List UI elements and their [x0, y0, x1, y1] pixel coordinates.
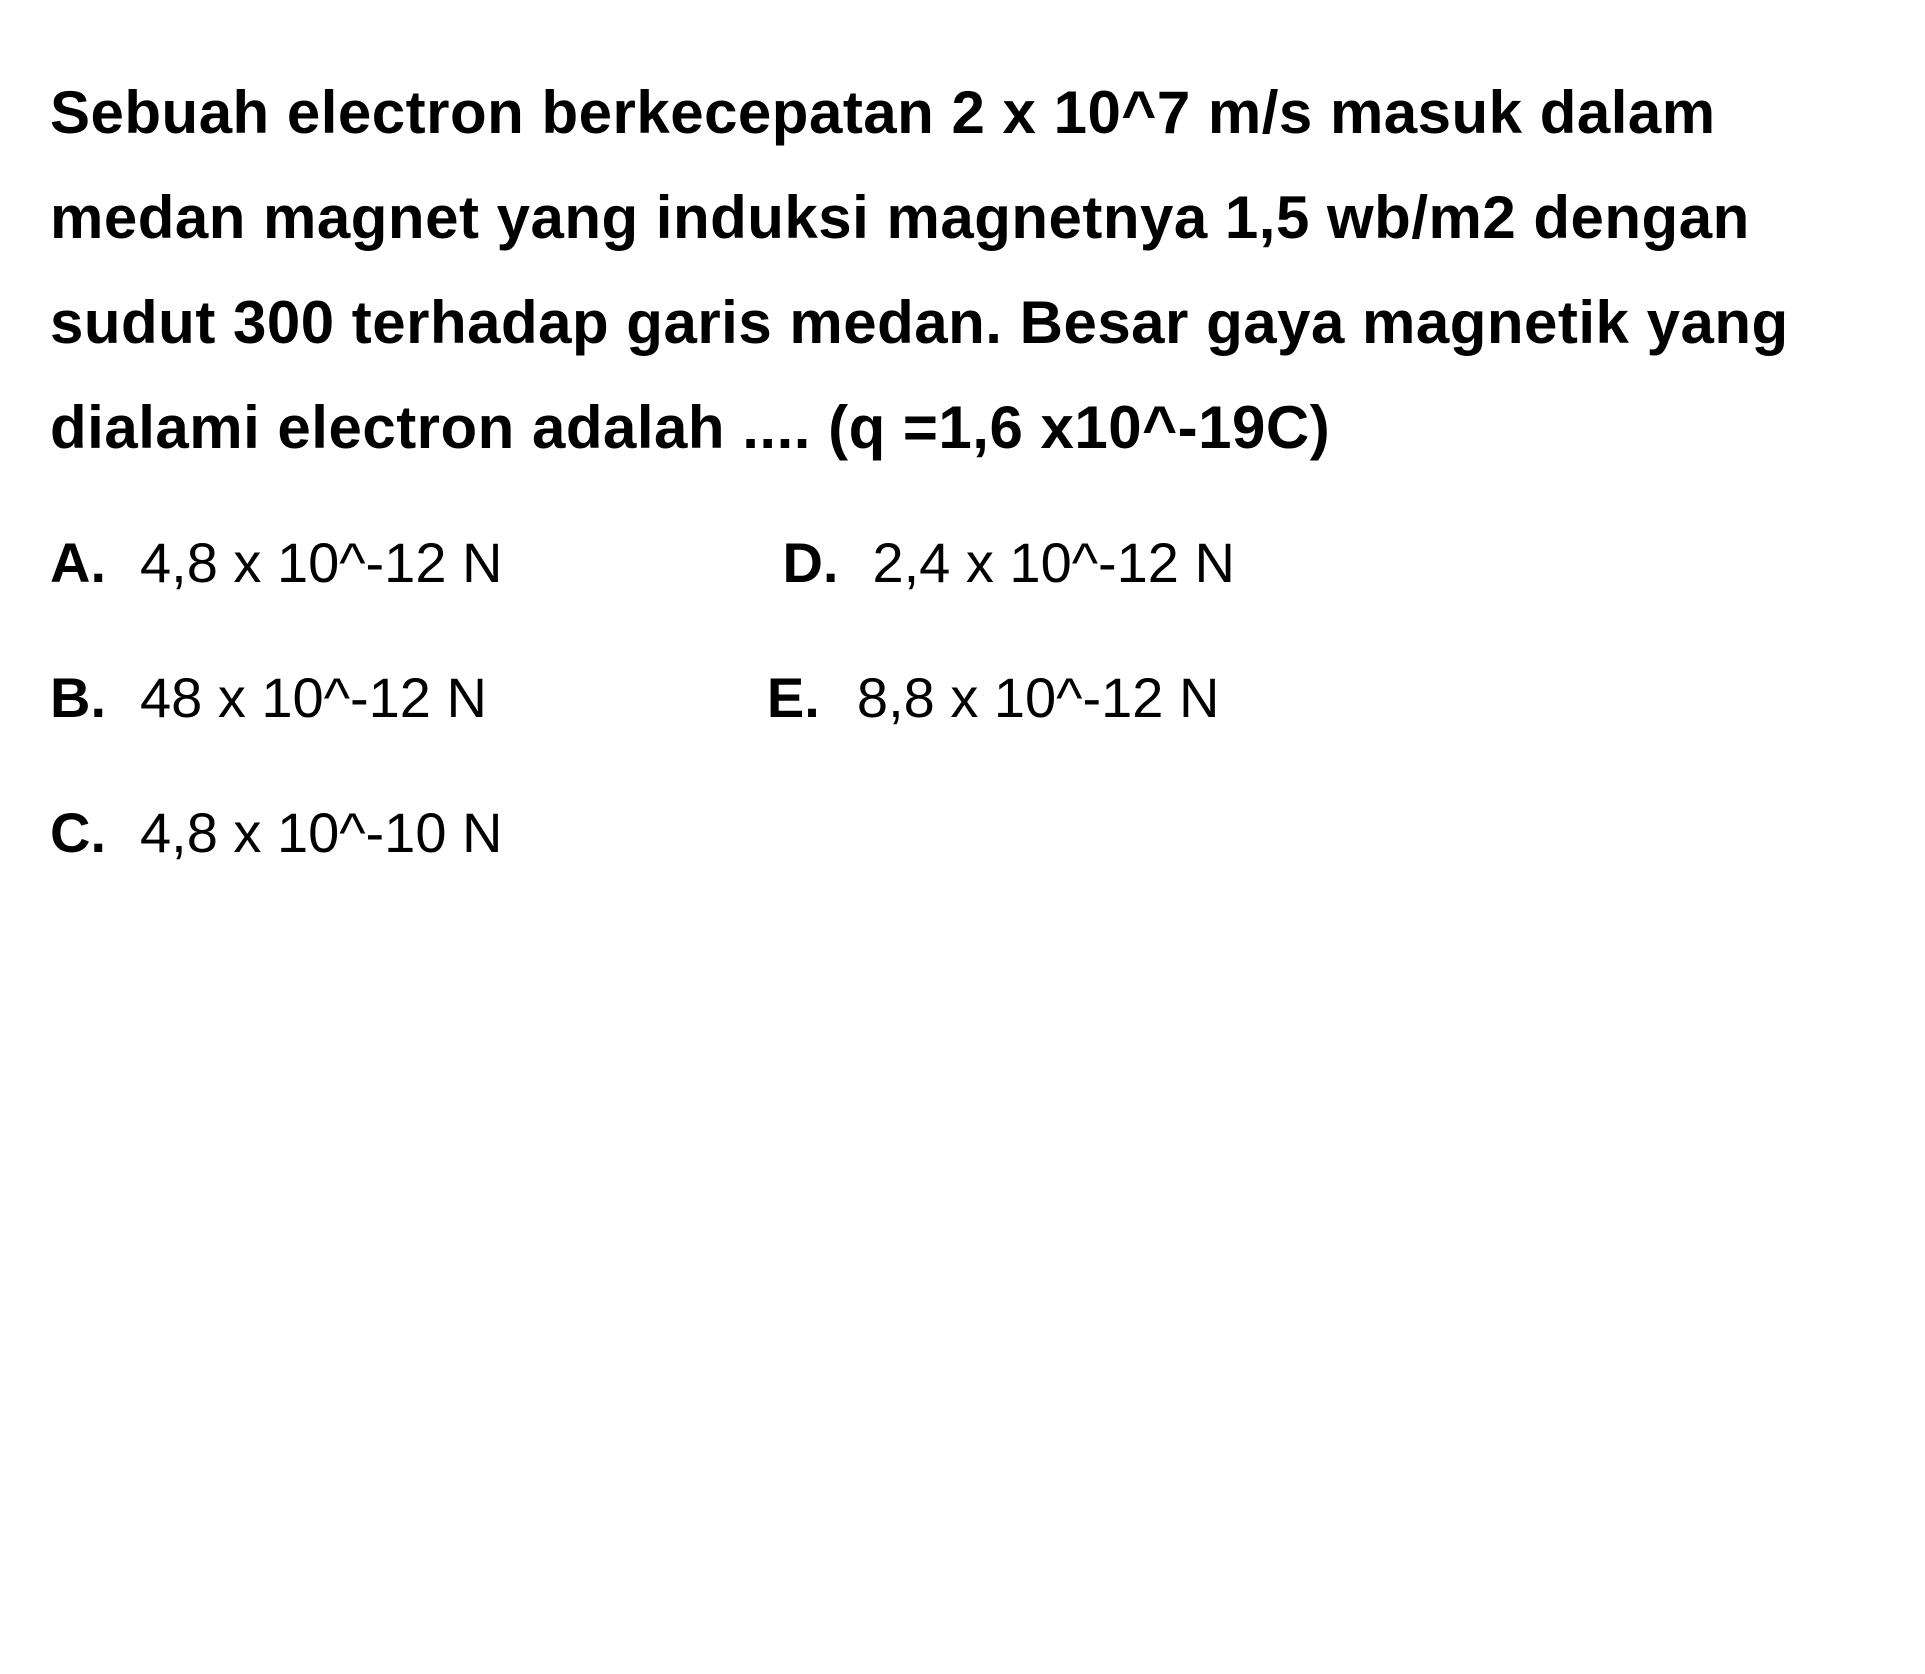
- option-c: C. 4,8 x 10^-10 N: [50, 800, 502, 865]
- option-row-3: C. 4,8 x 10^-10 N: [50, 800, 1875, 865]
- option-a-letter: A.: [50, 530, 110, 595]
- option-a: A. 4,8 x 10^-12 N: [50, 530, 502, 595]
- option-c-letter: C.: [50, 800, 110, 865]
- question-text: Sebuah electron berkecepatan 2 x 10^7 m/…: [50, 60, 1875, 480]
- option-e-text: 8,8 x 10^-12 N: [857, 665, 1219, 730]
- option-row-1: A. 4,8 x 10^-12 N D. 2,4 x 10^-12 N: [50, 530, 1875, 595]
- option-e-letter: E.: [767, 665, 827, 730]
- option-e: E. 8,8 x 10^-12 N: [767, 665, 1219, 730]
- option-c-text: 4,8 x 10^-10 N: [140, 800, 502, 865]
- option-b-letter: B.: [50, 665, 110, 730]
- options-container: A. 4,8 x 10^-12 N D. 2,4 x 10^-12 N B. 4…: [50, 530, 1875, 865]
- option-d-letter: D.: [782, 530, 842, 595]
- option-b: B. 48 x 10^-12 N: [50, 665, 487, 730]
- option-d-text: 2,4 x 10^-12 N: [872, 530, 1234, 595]
- option-row-2: B. 48 x 10^-12 N E. 8,8 x 10^-12 N: [50, 665, 1875, 730]
- option-d: D. 2,4 x 10^-12 N: [782, 530, 1234, 595]
- option-a-text: 4,8 x 10^-12 N: [140, 530, 502, 595]
- option-b-text: 48 x 10^-12 N: [140, 665, 487, 730]
